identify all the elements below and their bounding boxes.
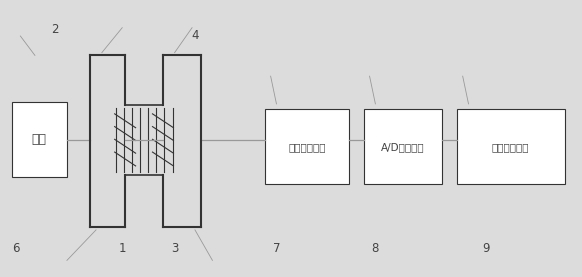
Text: 1: 1 bbox=[119, 242, 126, 255]
Text: 4: 4 bbox=[191, 29, 198, 42]
Text: 2: 2 bbox=[52, 23, 59, 36]
Text: 7: 7 bbox=[273, 242, 280, 255]
Bar bbox=[265, 109, 349, 184]
Bar bbox=[364, 109, 442, 184]
Text: 光源: 光源 bbox=[32, 134, 47, 146]
Text: 9: 9 bbox=[482, 242, 489, 255]
Text: A/D采样模块: A/D采样模块 bbox=[381, 142, 425, 152]
Text: 数据处理模块: 数据处理模块 bbox=[492, 142, 530, 152]
Bar bbox=[457, 109, 565, 184]
Text: 3: 3 bbox=[171, 242, 178, 255]
Bar bbox=[12, 102, 67, 177]
Text: 信号解调模块: 信号解调模块 bbox=[288, 142, 326, 152]
Text: 6: 6 bbox=[12, 242, 19, 255]
Text: 8: 8 bbox=[372, 242, 379, 255]
